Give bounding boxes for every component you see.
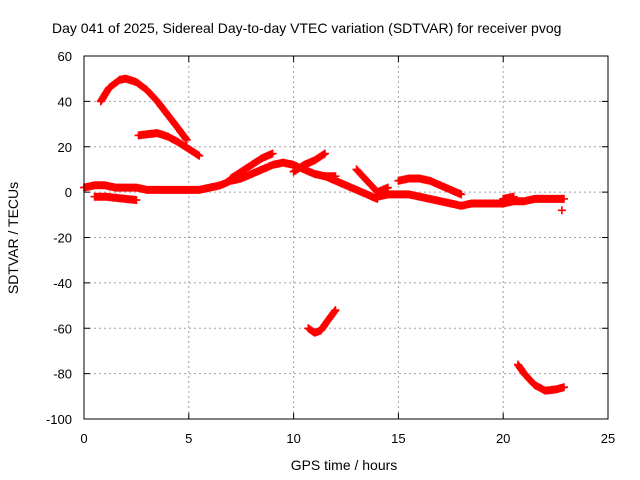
y-tick-label: 60 — [58, 49, 72, 64]
data-point-markers — [352, 165, 392, 197]
grid-lines — [84, 56, 608, 419]
data-point-markers — [304, 306, 340, 337]
data-point-markers — [394, 174, 466, 199]
x-tick-label: 5 — [185, 431, 192, 446]
data-point-markers — [499, 192, 518, 203]
x-tick-label: 10 — [286, 431, 300, 446]
y-tick-label: 20 — [58, 140, 72, 155]
y-tick-label: -60 — [53, 321, 72, 336]
data-point-markers — [96, 74, 191, 144]
data-point-markers — [226, 149, 277, 183]
series-arc-11 — [499, 192, 518, 203]
series-arc-12 — [557, 206, 566, 215]
chart-title: Day 041 of 2025, Sidereal Day-to-day VTE… — [52, 20, 561, 36]
y-tick-label: 0 — [65, 185, 72, 200]
data-point-markers — [134, 129, 204, 160]
series-arc-5 — [226, 149, 277, 183]
data-point-markers — [513, 360, 568, 395]
x-axis-ticks: 0 5 10 15 20 25 — [80, 56, 615, 446]
y-tick-label: -100 — [46, 412, 72, 427]
series-arc-8 — [352, 165, 392, 197]
data-marks — [80, 74, 568, 395]
series-arc-2 — [90, 192, 141, 205]
y-tick-label: -20 — [53, 231, 72, 246]
data-point-markers — [289, 149, 329, 176]
x-tick-label: 25 — [601, 431, 615, 446]
data-point-markers — [557, 206, 566, 215]
y-axis-ticks: 60 40 20 0 -20 -40 -60 -80 -100 — [46, 49, 608, 427]
y-tick-label: 40 — [58, 94, 72, 109]
y-tick-label: -80 — [53, 367, 72, 382]
x-tick-label: 15 — [391, 431, 405, 446]
data-point-markers — [373, 190, 568, 210]
x-tick-label: 20 — [496, 431, 510, 446]
data-point-markers — [321, 172, 382, 203]
series-arc-13 — [304, 306, 340, 337]
series-arc-9 — [373, 190, 568, 210]
y-axis-label: SDTVAR / TECUs — [5, 182, 21, 294]
series-arc-10 — [394, 174, 466, 199]
x-axis-label: GPS time / hours — [291, 457, 398, 473]
series-arc-3 — [96, 74, 191, 144]
data-point-markers — [90, 192, 141, 205]
series-arc-7 — [321, 172, 382, 203]
x-tick-label: 0 — [80, 431, 87, 446]
series-arc-4 — [134, 129, 204, 160]
series-arc-14 — [513, 360, 568, 395]
series-arc-6 — [289, 149, 329, 176]
y-tick-label: -40 — [53, 276, 72, 291]
